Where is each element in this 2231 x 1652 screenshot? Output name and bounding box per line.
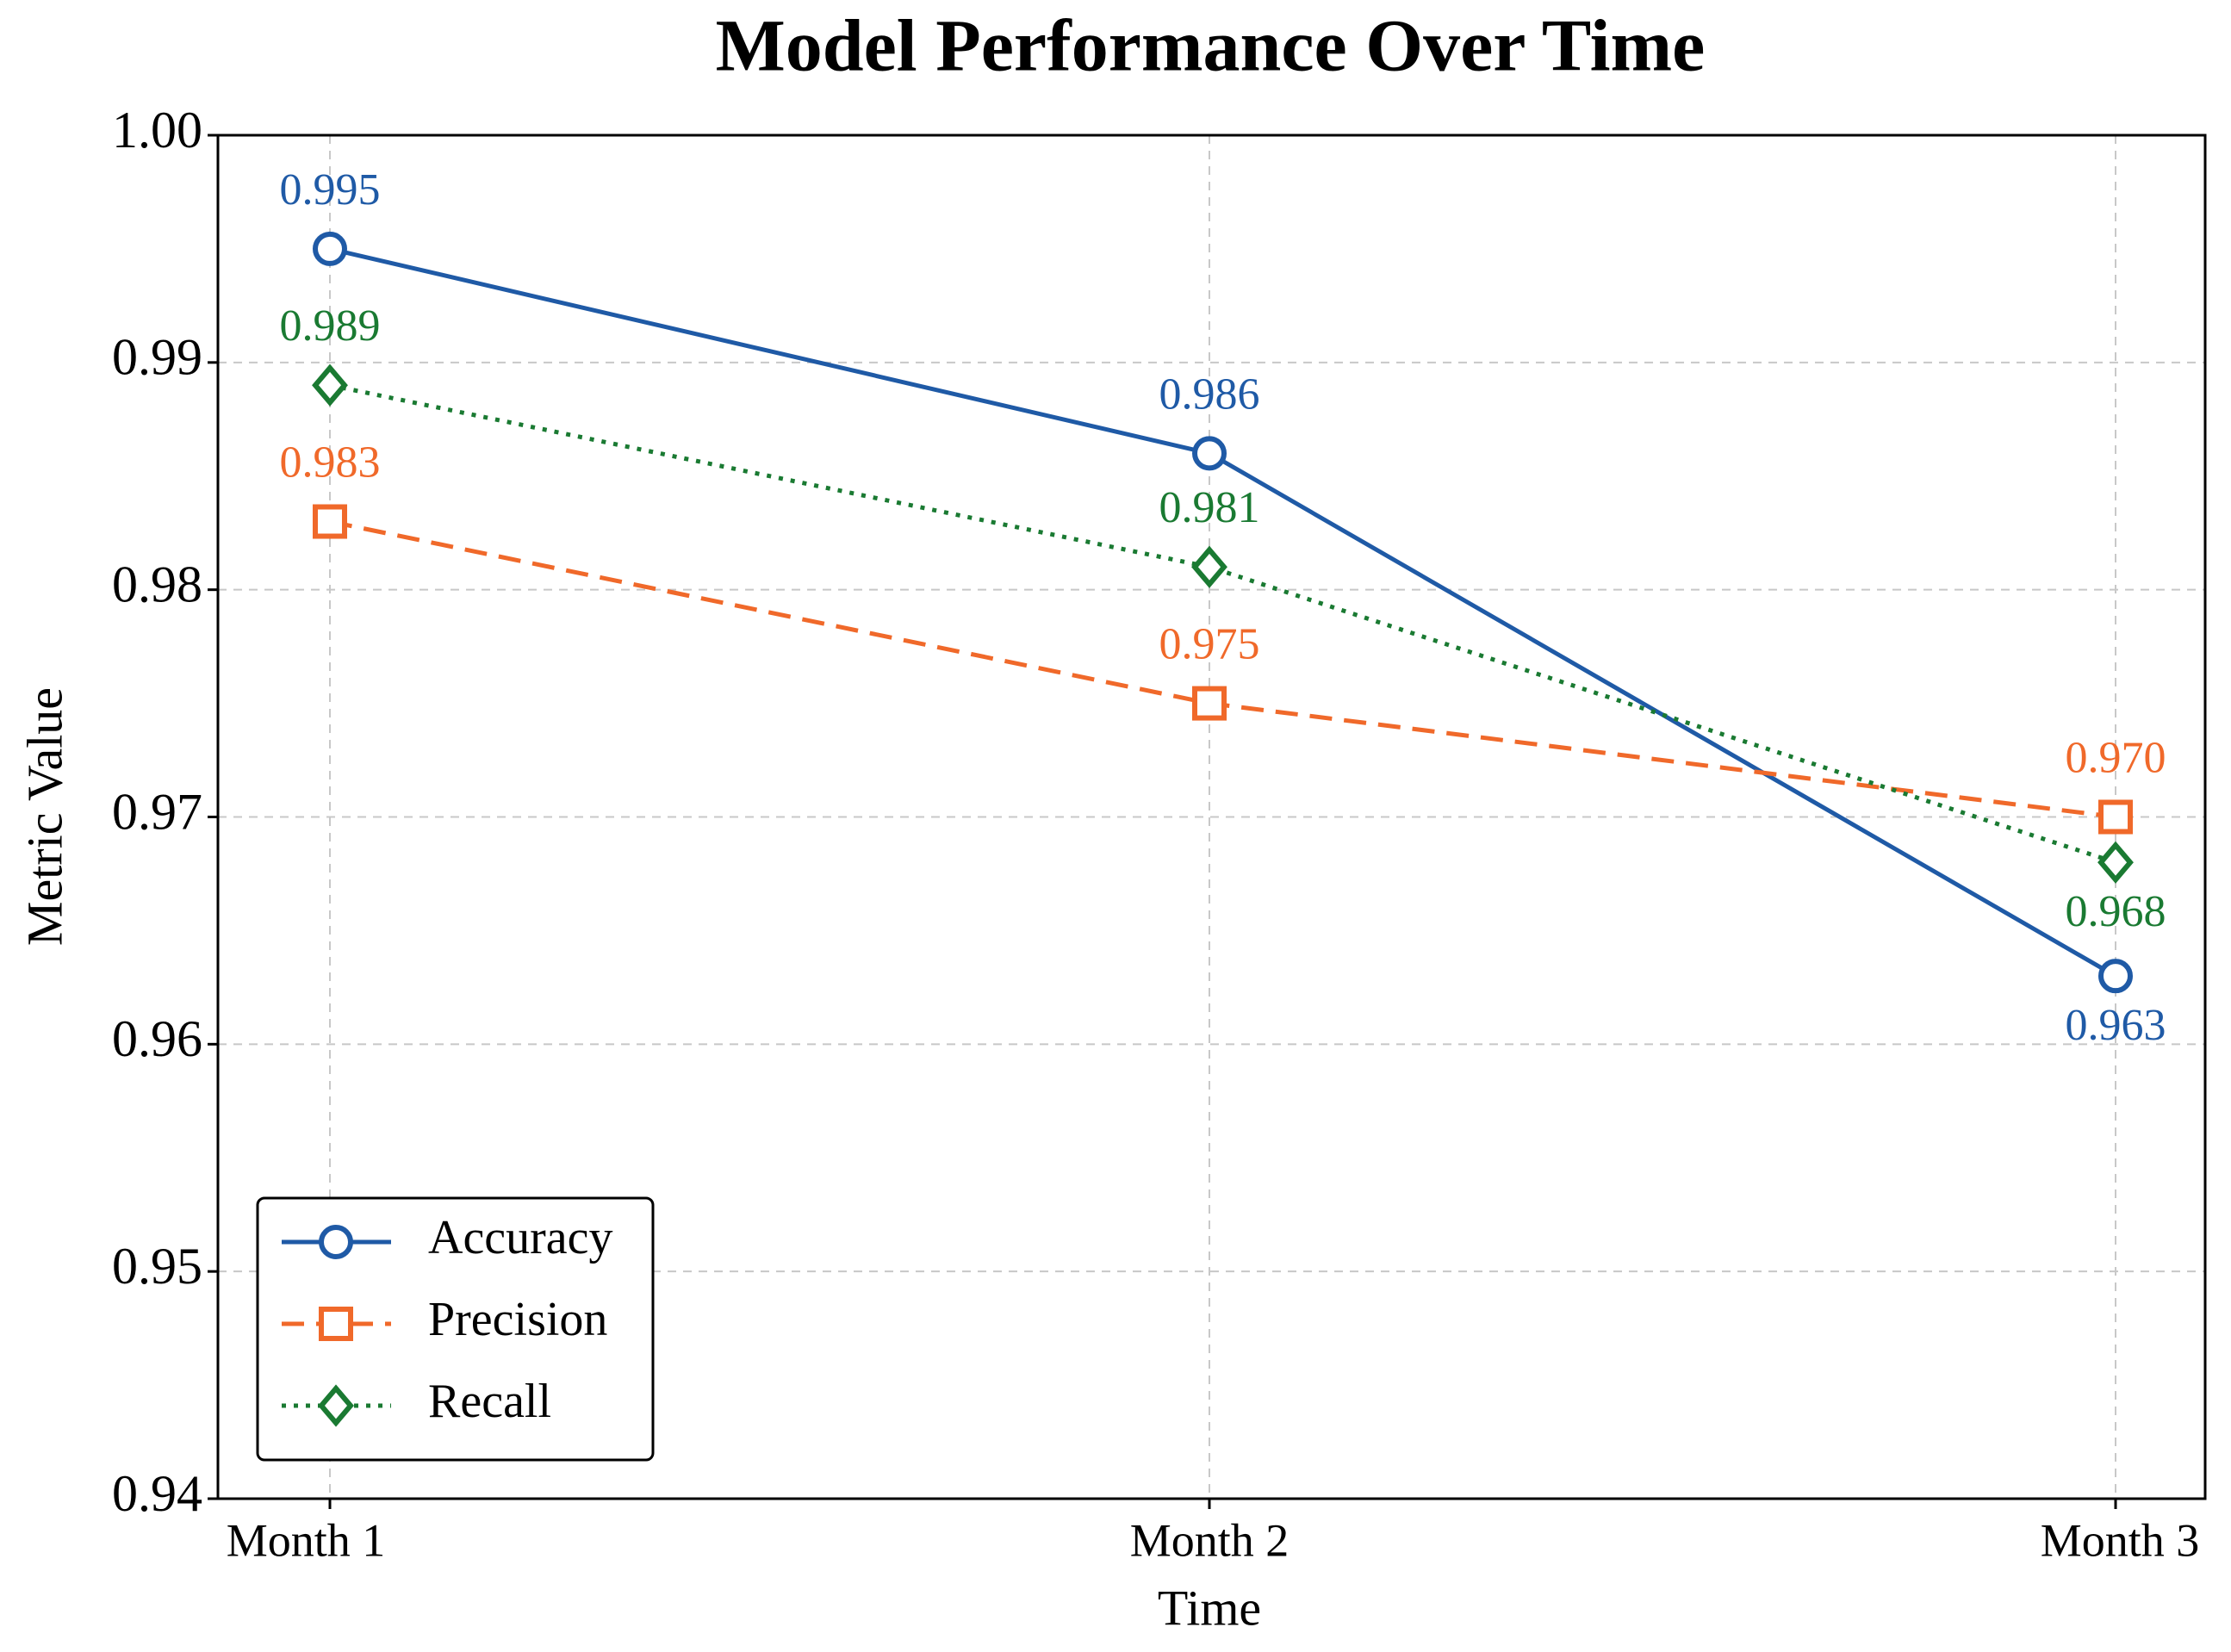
y-tick-label: 0.96 [112,1010,202,1067]
legend-label: Recall [428,1375,551,1428]
legend-marker [319,1225,353,1259]
chart-title: Model Performance Over Time [716,4,1706,87]
marker [2098,799,2133,835]
marker [2098,959,2133,994]
x-tick-label: Month 1 [227,1514,386,1566]
marker [313,504,347,539]
data-label: 0.970 [2066,733,2166,782]
marker [1191,545,1227,588]
x-axis-label: Time [1158,1580,1261,1636]
plot-frame [216,134,2207,1500]
data-label: 0.975 [1159,620,1260,669]
data-label: 0.963 [2066,1001,2166,1050]
marker [1192,686,1227,721]
y-tick-label: 0.99 [112,329,202,386]
series-line [329,382,2116,865]
data-label: 0.968 [2066,887,2166,936]
legend-label: Accuracy [428,1211,613,1264]
legend-marker [319,1307,353,1341]
marker [2097,841,2134,884]
data-label: 0.995 [280,165,381,214]
data-label: 0.989 [280,301,381,351]
y-axis-label: Metric Value [16,687,72,946]
y-tick-label: 0.94 [112,1465,202,1522]
data-label: 0.981 [1159,483,1260,532]
data-label: 0.983 [280,438,381,487]
x-tick-label: Month 3 [2041,1514,2200,1566]
y-tick-label: 0.95 [112,1238,202,1295]
y-tick-label: 1.00 [112,102,202,158]
marker [313,231,347,266]
marker [312,363,348,407]
y-tick-label: 0.98 [112,556,202,612]
x-tick-label: Month 2 [1130,1514,1290,1566]
y-tick-label: 0.97 [112,783,202,840]
marker [1192,436,1227,471]
data-label: 0.986 [1159,370,1260,419]
legend-marker [318,1384,354,1427]
legend-box [256,1196,655,1462]
legend-label: Precision [428,1293,607,1346]
